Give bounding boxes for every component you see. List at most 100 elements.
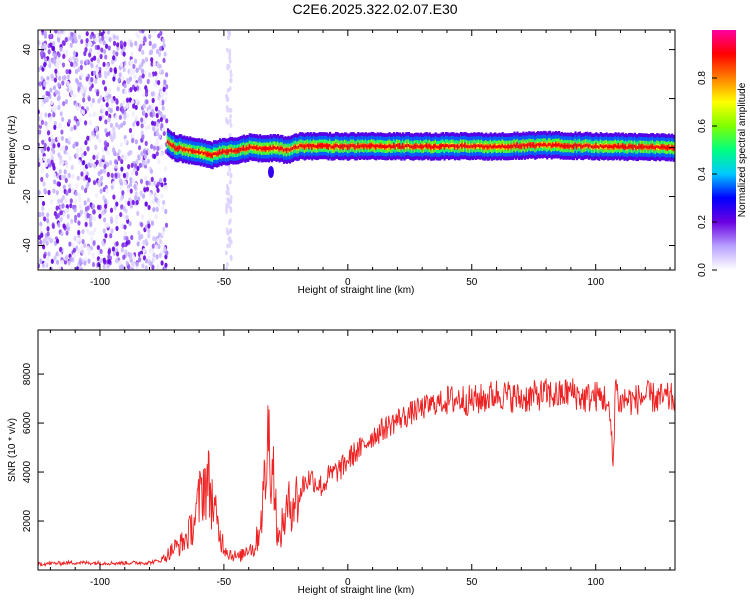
carrier-cell xyxy=(378,144,381,148)
noise-cell xyxy=(122,120,126,126)
carrier-cell xyxy=(455,144,458,148)
carrier-cell xyxy=(537,142,540,146)
carrier-cell xyxy=(604,145,607,148)
noise-cell xyxy=(73,50,77,56)
noise-cell xyxy=(144,160,148,166)
noise-cell xyxy=(62,223,66,229)
noise-cell xyxy=(162,57,166,64)
noise-cell xyxy=(101,147,105,153)
noise-cell xyxy=(159,30,163,36)
carrier-cell xyxy=(381,144,384,148)
spike-cell xyxy=(224,250,228,256)
noise-cell xyxy=(66,81,70,87)
noise-cell xyxy=(115,225,119,232)
noise-cell xyxy=(125,103,129,109)
carrier-cell xyxy=(397,144,400,148)
carrier-cell xyxy=(360,144,363,148)
noise-cell xyxy=(155,75,159,81)
carrier-cell xyxy=(221,149,225,153)
carrier-cell xyxy=(514,144,518,148)
noise-cell xyxy=(114,163,118,169)
noise-cell xyxy=(61,40,65,46)
noise-cell xyxy=(114,159,118,165)
noise-cell xyxy=(162,42,166,49)
noise-cell xyxy=(157,51,162,58)
carrier-cell xyxy=(315,145,318,149)
carrier-cell xyxy=(508,145,512,149)
noise-cell xyxy=(136,241,140,247)
spike-cell xyxy=(225,118,229,124)
snr-y-tick-label: 2000 xyxy=(22,509,33,532)
noise-cell xyxy=(39,225,43,231)
noise-cell xyxy=(46,212,50,218)
spectrogram-x-tick-label: 0 xyxy=(345,277,351,288)
spectrogram-ticks: -100 -50 0 50 100 -40 -20 0 20 40 xyxy=(22,30,675,288)
noise-cell xyxy=(72,33,77,39)
noise-cell xyxy=(45,125,49,131)
noise-cell xyxy=(51,45,56,52)
noise-cell xyxy=(62,53,66,60)
noise-cell xyxy=(85,106,90,112)
carrier-cell xyxy=(633,144,637,148)
noise-cell xyxy=(134,115,139,121)
carrier-cell xyxy=(285,148,289,152)
noise-cell xyxy=(163,177,167,183)
noise-cell xyxy=(40,101,45,107)
noise-cell xyxy=(105,35,110,41)
carrier-cell xyxy=(282,148,286,152)
noise-cell xyxy=(140,117,144,123)
carrier-cell xyxy=(410,145,413,149)
noise-cell xyxy=(89,230,93,237)
noise-cell xyxy=(61,62,66,68)
carrier-cell xyxy=(650,145,653,149)
noise-cell xyxy=(56,37,61,43)
noise-cell xyxy=(140,123,144,129)
noise-cell xyxy=(132,103,136,109)
carrier-cell xyxy=(232,149,235,153)
noise-cell xyxy=(156,201,161,208)
noise-cell xyxy=(122,66,126,73)
noise-cell xyxy=(135,170,139,176)
carrier-cell xyxy=(505,145,509,149)
noise-cell xyxy=(134,139,139,145)
carrier-cell xyxy=(354,145,357,149)
noise-cell xyxy=(112,250,117,256)
noise-cell xyxy=(114,114,118,120)
noise-cell xyxy=(123,83,127,89)
noise-cell xyxy=(160,241,165,247)
noise-cell xyxy=(80,175,84,181)
noise-cell xyxy=(77,220,81,226)
noise-cell xyxy=(120,75,125,81)
noise-cell xyxy=(115,105,120,112)
noise-cell xyxy=(151,71,156,77)
noise-cell xyxy=(50,199,54,205)
noise-cell xyxy=(149,168,154,175)
carrier-cell xyxy=(293,145,296,149)
colorbar-tick-label: 0.8 xyxy=(697,71,708,85)
noise-cell xyxy=(157,80,161,86)
noise-cell xyxy=(80,72,84,78)
noise-cell xyxy=(107,45,111,51)
noise-cell xyxy=(104,119,108,125)
noise-cell xyxy=(157,133,162,139)
carrier-cell xyxy=(268,147,271,151)
noise-cell xyxy=(64,207,69,213)
carrier-cell xyxy=(250,145,253,149)
spike-cell xyxy=(225,183,229,189)
noise-cell xyxy=(129,87,133,93)
noise-cell xyxy=(131,111,135,117)
noise-cell xyxy=(76,175,80,181)
noise-cell xyxy=(114,258,119,264)
noise-cell xyxy=(134,195,138,201)
noise-cell xyxy=(52,188,56,194)
noise-cell xyxy=(152,207,156,213)
noise-cell xyxy=(159,151,163,157)
carrier-cell xyxy=(372,143,375,147)
colorbar-ticks: 0.0 0.2 0.4 0.6 0.8 xyxy=(697,71,717,277)
noise-cell xyxy=(55,205,59,211)
carrier-cell xyxy=(516,143,519,147)
noise-cell xyxy=(145,186,150,192)
spike-cell xyxy=(229,107,233,113)
carrier-cell xyxy=(614,144,617,148)
snr-x-tick-label: 0 xyxy=(345,577,351,588)
